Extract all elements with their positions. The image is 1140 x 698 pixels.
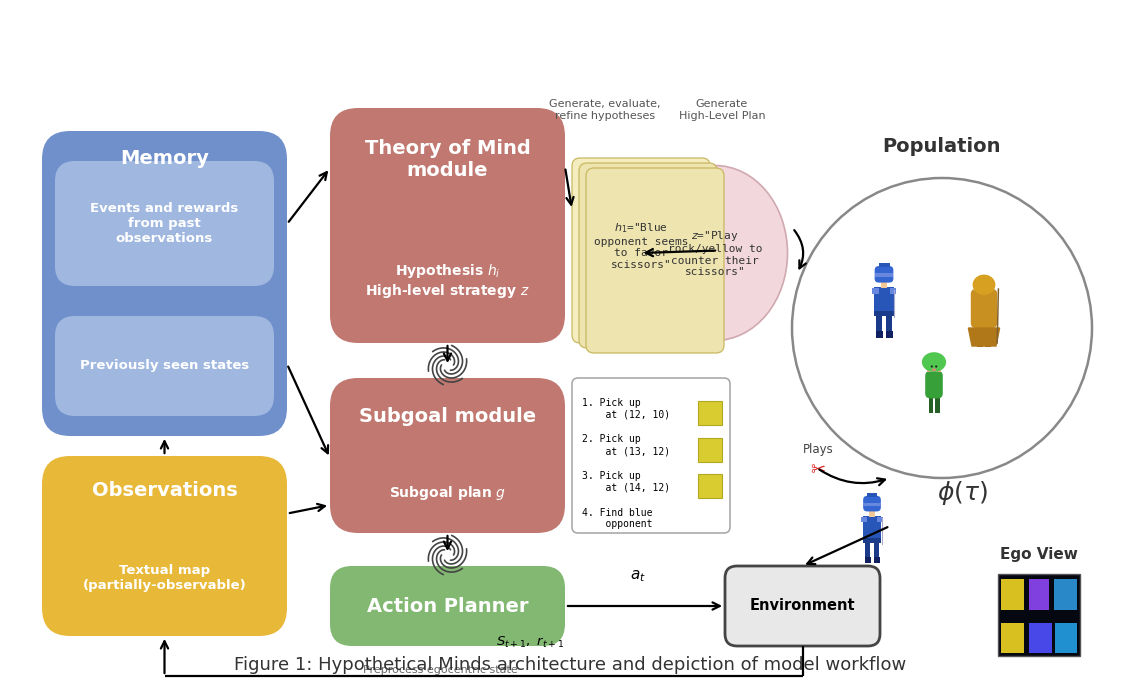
FancyBboxPatch shape xyxy=(329,566,565,646)
FancyBboxPatch shape xyxy=(698,401,722,425)
Text: Generate, evaluate,
refine hypotheses: Generate, evaluate, refine hypotheses xyxy=(549,99,661,121)
Text: $S_{t+1},\ r_{t+1}$: $S_{t+1},\ r_{t+1}$ xyxy=(496,635,564,650)
Text: 3. Pick up
    at (14, 12): 3. Pick up at (14, 12) xyxy=(583,471,670,493)
FancyBboxPatch shape xyxy=(861,517,866,522)
FancyBboxPatch shape xyxy=(877,517,884,522)
FancyBboxPatch shape xyxy=(863,496,881,512)
FancyBboxPatch shape xyxy=(935,398,940,413)
FancyBboxPatch shape xyxy=(863,503,881,506)
FancyBboxPatch shape xyxy=(977,328,983,347)
FancyBboxPatch shape xyxy=(1053,579,1076,610)
FancyBboxPatch shape xyxy=(874,311,894,315)
FancyBboxPatch shape xyxy=(886,331,893,338)
FancyBboxPatch shape xyxy=(725,566,880,646)
Text: $h_1$="Blue
opponent seems
to favor
scissors": $h_1$="Blue opponent seems to favor scis… xyxy=(594,221,689,270)
FancyBboxPatch shape xyxy=(863,516,881,542)
FancyBboxPatch shape xyxy=(872,288,879,294)
Text: Population: Population xyxy=(882,137,1001,156)
Circle shape xyxy=(792,178,1092,478)
Text: $z$="Play
rock/yellow to
counter their
scissors": $z$="Play rock/yellow to counter their s… xyxy=(668,229,763,277)
Text: Theory of Mind
module: Theory of Mind module xyxy=(365,140,530,181)
FancyBboxPatch shape xyxy=(866,493,877,497)
FancyBboxPatch shape xyxy=(998,574,1080,656)
FancyBboxPatch shape xyxy=(55,161,274,286)
Ellipse shape xyxy=(922,352,946,372)
FancyBboxPatch shape xyxy=(874,273,894,277)
FancyBboxPatch shape xyxy=(698,474,722,498)
FancyBboxPatch shape xyxy=(877,315,882,332)
Text: 2. Pick up
    at (13, 12): 2. Pick up at (13, 12) xyxy=(583,434,670,456)
FancyBboxPatch shape xyxy=(863,538,881,542)
FancyBboxPatch shape xyxy=(873,542,879,558)
Ellipse shape xyxy=(643,165,788,341)
Text: Figure 1: Hypothetical Minds architecture and depiction of model workflow: Figure 1: Hypothetical Minds architectur… xyxy=(234,656,906,674)
Polygon shape xyxy=(968,328,1000,346)
FancyBboxPatch shape xyxy=(874,266,894,283)
Text: Environment: Environment xyxy=(750,598,855,614)
Text: ✂: ✂ xyxy=(811,461,825,479)
Text: Textual map
(partially-observable): Textual map (partially-observable) xyxy=(82,564,246,592)
FancyBboxPatch shape xyxy=(329,108,565,343)
Text: Plays: Plays xyxy=(803,443,833,456)
FancyBboxPatch shape xyxy=(978,281,990,293)
Text: Generate
High-Level Plan: Generate High-Level Plan xyxy=(678,99,765,121)
FancyBboxPatch shape xyxy=(865,557,871,563)
Text: $\phi(\tau)$: $\phi(\tau)$ xyxy=(937,479,987,507)
Text: Preprocess egocentric state: Preprocess egocentric state xyxy=(363,665,518,675)
Text: Subgoal module: Subgoal module xyxy=(359,406,536,426)
Text: $a_t$: $a_t$ xyxy=(630,568,646,584)
FancyBboxPatch shape xyxy=(889,288,896,294)
FancyBboxPatch shape xyxy=(869,510,876,517)
Text: Subgoal plan $g$: Subgoal plan $g$ xyxy=(389,484,506,502)
Text: Hypothesis $h_i$
High-level strategy $z$: Hypothesis $h_i$ High-level strategy $z$ xyxy=(365,262,530,300)
FancyBboxPatch shape xyxy=(928,398,934,413)
FancyBboxPatch shape xyxy=(1029,579,1049,610)
FancyBboxPatch shape xyxy=(865,542,871,558)
Text: Events and rewards
from past
observations: Events and rewards from past observation… xyxy=(90,202,238,245)
FancyBboxPatch shape xyxy=(873,557,880,563)
FancyBboxPatch shape xyxy=(698,438,722,461)
Text: Previously seen states: Previously seen states xyxy=(80,359,250,373)
FancyBboxPatch shape xyxy=(926,371,943,399)
FancyBboxPatch shape xyxy=(881,281,887,288)
FancyBboxPatch shape xyxy=(42,131,287,436)
Text: 1. Pick up
    at (12, 10): 1. Pick up at (12, 10) xyxy=(583,398,670,419)
FancyBboxPatch shape xyxy=(42,456,287,636)
FancyBboxPatch shape xyxy=(329,378,565,533)
Circle shape xyxy=(935,365,937,368)
FancyBboxPatch shape xyxy=(1029,623,1052,653)
FancyBboxPatch shape xyxy=(1001,579,1024,610)
FancyBboxPatch shape xyxy=(55,316,274,416)
FancyBboxPatch shape xyxy=(1056,623,1076,653)
FancyBboxPatch shape xyxy=(572,158,710,343)
Text: Ego View: Ego View xyxy=(1000,547,1078,562)
FancyBboxPatch shape xyxy=(572,378,730,533)
FancyBboxPatch shape xyxy=(874,287,894,315)
FancyBboxPatch shape xyxy=(579,163,717,348)
FancyBboxPatch shape xyxy=(1001,623,1024,653)
FancyBboxPatch shape xyxy=(877,331,884,338)
Text: Memory: Memory xyxy=(120,149,209,168)
FancyBboxPatch shape xyxy=(886,315,891,332)
FancyBboxPatch shape xyxy=(928,360,940,372)
FancyBboxPatch shape xyxy=(586,168,724,353)
FancyBboxPatch shape xyxy=(985,328,991,347)
Text: 4. Find blue
    opponent: 4. Find blue opponent xyxy=(583,507,652,529)
Text: Observations: Observations xyxy=(91,482,237,500)
Ellipse shape xyxy=(931,369,936,371)
Ellipse shape xyxy=(972,274,995,295)
FancyBboxPatch shape xyxy=(879,263,889,267)
Circle shape xyxy=(930,365,933,368)
Text: Action Planner: Action Planner xyxy=(367,597,528,616)
FancyBboxPatch shape xyxy=(971,289,998,328)
